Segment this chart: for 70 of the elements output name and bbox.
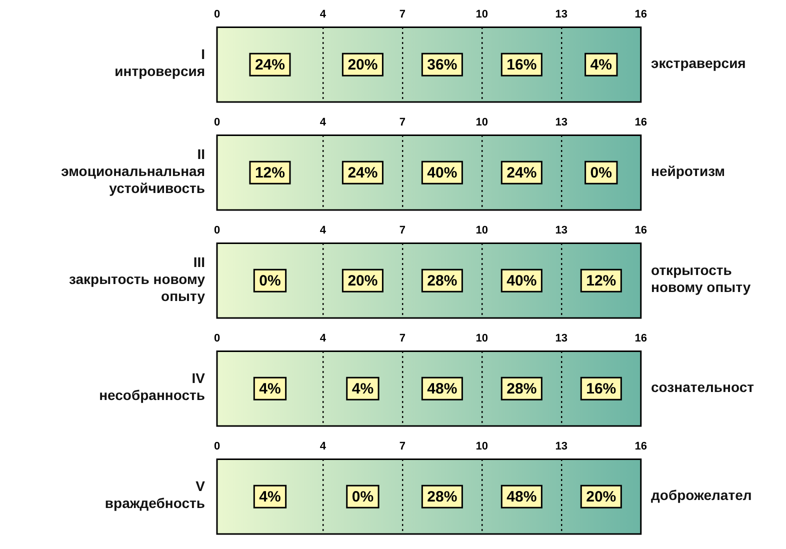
x-tick-label: 0 <box>214 224 220 237</box>
y-tick-label: несобранность <box>98 387 205 404</box>
data-label: 20% <box>586 488 616 506</box>
x-tick-label: 7 <box>399 8 406 21</box>
x-tick-label: 4 <box>320 8 327 21</box>
x-tick-label: 10 <box>476 8 488 21</box>
data-label: 48% <box>506 488 537 506</box>
y-tick-label: закрытость новому опыту <box>68 270 205 304</box>
x-tick-label: 4 <box>320 116 327 129</box>
x-tick-label: 0 <box>214 8 220 21</box>
x-tick-label: 16 <box>634 224 648 237</box>
data-label: 48% <box>427 380 458 398</box>
x-tick-label: 7 <box>399 332 406 345</box>
x-tick-label: 0 <box>214 440 220 453</box>
y2-tick-label: нейротизм <box>651 162 726 180</box>
data-label: 0% <box>590 164 612 182</box>
data-label: 0% <box>259 272 281 290</box>
y-tick-label: враждебность <box>104 495 205 512</box>
data-label: 40% <box>506 272 537 290</box>
data-label: 28% <box>506 380 537 398</box>
data-label: 16% <box>586 380 616 398</box>
x-tick-label: 4 <box>320 440 327 453</box>
x-tick-label: 4 <box>320 224 327 237</box>
data-label: 4% <box>259 488 281 506</box>
x-tick-label: 16 <box>634 440 648 453</box>
x-tick-label: 16 <box>634 332 648 345</box>
x-tick-label: 13 <box>555 224 568 237</box>
data-label: 28% <box>427 272 458 290</box>
x-tick-label: 0 <box>214 332 220 345</box>
data-label: 40% <box>427 164 458 182</box>
x-tick-label: 13 <box>555 332 568 345</box>
y2-tick-label: сознательност <box>651 378 755 396</box>
y2-tick-label: доброжелател <box>651 486 753 504</box>
data-label: 36% <box>427 56 458 74</box>
data-label: 20% <box>348 56 378 74</box>
data-label: 4% <box>590 56 612 74</box>
x-tick-label: 10 <box>476 224 488 237</box>
text: IV <box>190 370 205 387</box>
data-label: 4% <box>352 380 374 398</box>
text: III <box>192 254 205 270</box>
x-tick-label: 13 <box>555 8 568 21</box>
data-label: 16% <box>506 56 537 74</box>
x-tick-label: 13 <box>555 440 568 453</box>
y-tick-label: интроверсия <box>114 63 205 80</box>
data-label: 24% <box>254 56 285 74</box>
text: V <box>194 478 205 495</box>
text: I <box>200 46 205 63</box>
x-tick-label: 7 <box>399 116 406 129</box>
data-label: 0% <box>352 488 374 506</box>
x-tick-label: 10 <box>476 440 488 453</box>
data-label: 28% <box>427 488 458 506</box>
x-tick-label: 4 <box>320 332 327 345</box>
data-label: 12% <box>586 272 616 290</box>
x-tick-label: 16 <box>634 116 648 129</box>
y2-tick-label: экстраверсия <box>651 54 747 72</box>
data-label: 24% <box>506 164 537 182</box>
y-tick-label: эмоциональнальная устойчивость <box>60 162 205 196</box>
x-tick-label: 7 <box>399 224 406 237</box>
x-tick-label: 13 <box>555 116 568 129</box>
x-tick-label: 16 <box>634 8 648 21</box>
data-label: 24% <box>348 164 378 182</box>
data-label: 4% <box>259 380 281 398</box>
x-tick-label: 0 <box>214 116 220 129</box>
data-label: 20% <box>348 272 378 290</box>
data-label: 12% <box>254 164 285 182</box>
x-tick-label: 10 <box>476 116 488 129</box>
text: II <box>196 146 205 162</box>
y2-tick-label: открытость новому опыту <box>651 262 752 296</box>
x-tick-label: 7 <box>399 440 406 453</box>
x-tick-label: 10 <box>476 332 488 345</box>
